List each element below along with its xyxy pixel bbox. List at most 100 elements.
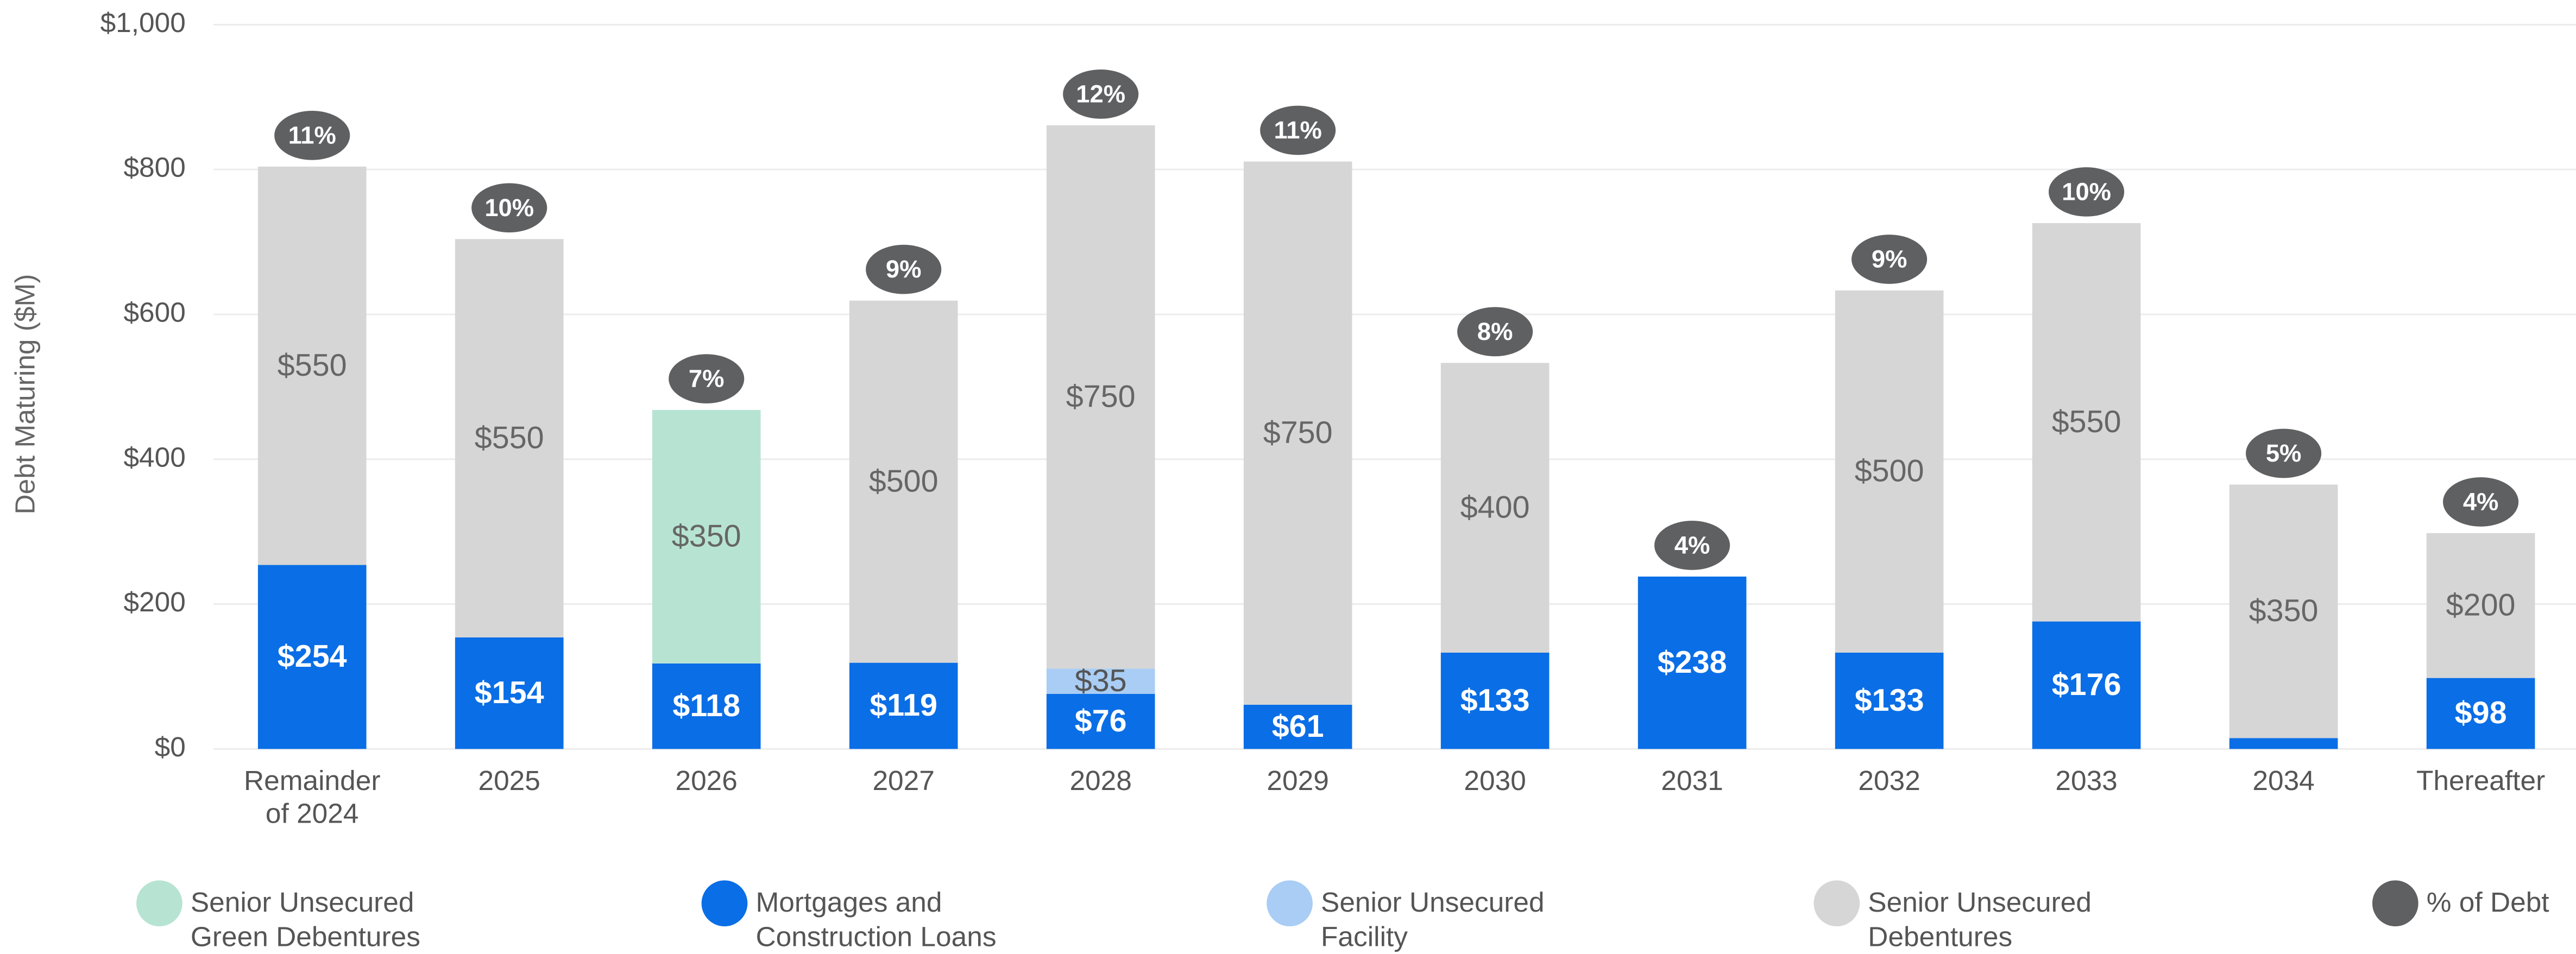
bar-segment [2229,738,2338,749]
data-label: $350 [672,519,741,554]
bar-segment [257,166,367,565]
percent-label: 9% [886,255,922,283]
bar-segment [1440,652,1550,749]
bar-segment [849,300,958,663]
percent-label: 11% [288,121,336,149]
legend-label: Mortgages and Construction Loans [755,887,997,953]
percent-badge [1851,235,1928,284]
data-label: $400 [1460,490,1530,525]
percent-badge [1063,69,1139,119]
percent-label: 4% [1674,531,1710,559]
bar-segment [2032,223,2141,622]
percent-label: 10% [2062,178,2111,205]
data-label: $133 [1460,683,1530,718]
bar-segment [257,565,367,749]
data-label: $98 [2455,696,2507,730]
data-label: $200 [2446,587,2516,622]
data-label: $500 [869,464,939,498]
data-label: $350 [2249,593,2319,628]
y-tick-label: $0 [155,731,186,762]
percent-label: 8% [1477,318,1513,345]
y-axis-label: Debt Maturing ($M) [10,274,41,515]
y-tick-label: $800 [123,151,185,183]
percent-badge [2443,477,2519,527]
bar-segment [1835,652,1944,749]
x-tick-label: 2028 [1069,765,1132,797]
legend-label: % of Debt [2426,887,2549,918]
bar-segment [1046,668,1155,694]
x-tick-label: 2033 [2055,765,2118,797]
bar-segment [652,663,761,749]
data-label: $238 [1658,645,1727,680]
x-tick-label: 2034 [2252,765,2315,797]
legend-label: Senior Unsecured Debentures [1868,887,2092,953]
data-label: $176 [2052,667,2121,702]
x-tick-label: 2029 [1267,765,1329,797]
bar-segment [1835,290,1944,653]
x-tick-label: 2027 [872,765,935,797]
y-tick-label: $200 [123,586,185,617]
percent-label: 12% [1076,80,1125,108]
legend-swatch [2372,880,2418,927]
percent-badge [1457,307,1533,357]
legend-swatch [136,880,182,927]
percent-badge [274,110,350,160]
percent-label: 10% [484,194,534,222]
percent-badge [1654,521,1730,570]
legend-label: Senior Unsecured Green Debentures [190,887,420,953]
y-tick-label: $1,000 [100,7,186,38]
data-label: $154 [475,675,544,710]
x-tick-label: Remainder of 2024 [243,765,381,830]
bar-segment [1243,161,1352,705]
percent-badge [2246,428,2322,478]
legend-swatch [1267,880,1313,927]
bar-segment [2426,533,2535,678]
bar-segment [652,410,761,664]
bar-segment [1046,125,1155,669]
y-tick-label: $400 [123,441,185,472]
percent-label: 11% [1274,116,1322,144]
bar-segment [1046,693,1155,749]
x-tick-label: 2031 [1661,765,1723,797]
legend-swatch [701,880,748,927]
y-tick-label: $600 [123,296,185,328]
x-tick-label: 2032 [1858,765,1920,797]
bar-segment [1243,704,1352,749]
bar-segment [1440,363,1550,653]
data-label: $550 [278,348,347,383]
data-label: $550 [2052,405,2121,439]
data-label: $61 [1272,709,1324,744]
data-label: $254 [278,639,347,674]
data-label: $35 [1075,664,1127,698]
bar-segment [2426,678,2535,749]
data-label: $750 [1263,415,1333,450]
percent-label: 4% [2463,488,2499,515]
bar-segment [1637,576,1747,749]
percent-badge [471,183,547,233]
percent-badge [669,354,745,403]
percent-label: 9% [1872,245,1907,273]
data-label: $118 [672,688,740,723]
data-label: $550 [475,420,544,455]
bar-segment [849,662,958,749]
legend-swatch [1813,880,1860,927]
data-label: $133 [1855,683,1924,718]
bar-segment [2229,484,2338,738]
percent-badge [1260,105,1336,155]
legend-label: Senior Unsecured Facility [1321,887,1545,953]
data-label: $119 [870,688,937,723]
bar-segment [455,637,564,749]
x-tick-label: 2030 [1464,765,1526,797]
bar-segment [2032,621,2141,749]
data-label: $76 [1075,704,1127,738]
percent-label: 7% [689,365,725,393]
percent-label: 5% [2266,439,2302,467]
percent-badge [2049,167,2125,217]
x-tick-label: 2026 [675,765,738,797]
x-tick-label: 2025 [478,765,540,797]
data-label: $750 [1066,379,1136,414]
percent-badge [866,244,942,294]
